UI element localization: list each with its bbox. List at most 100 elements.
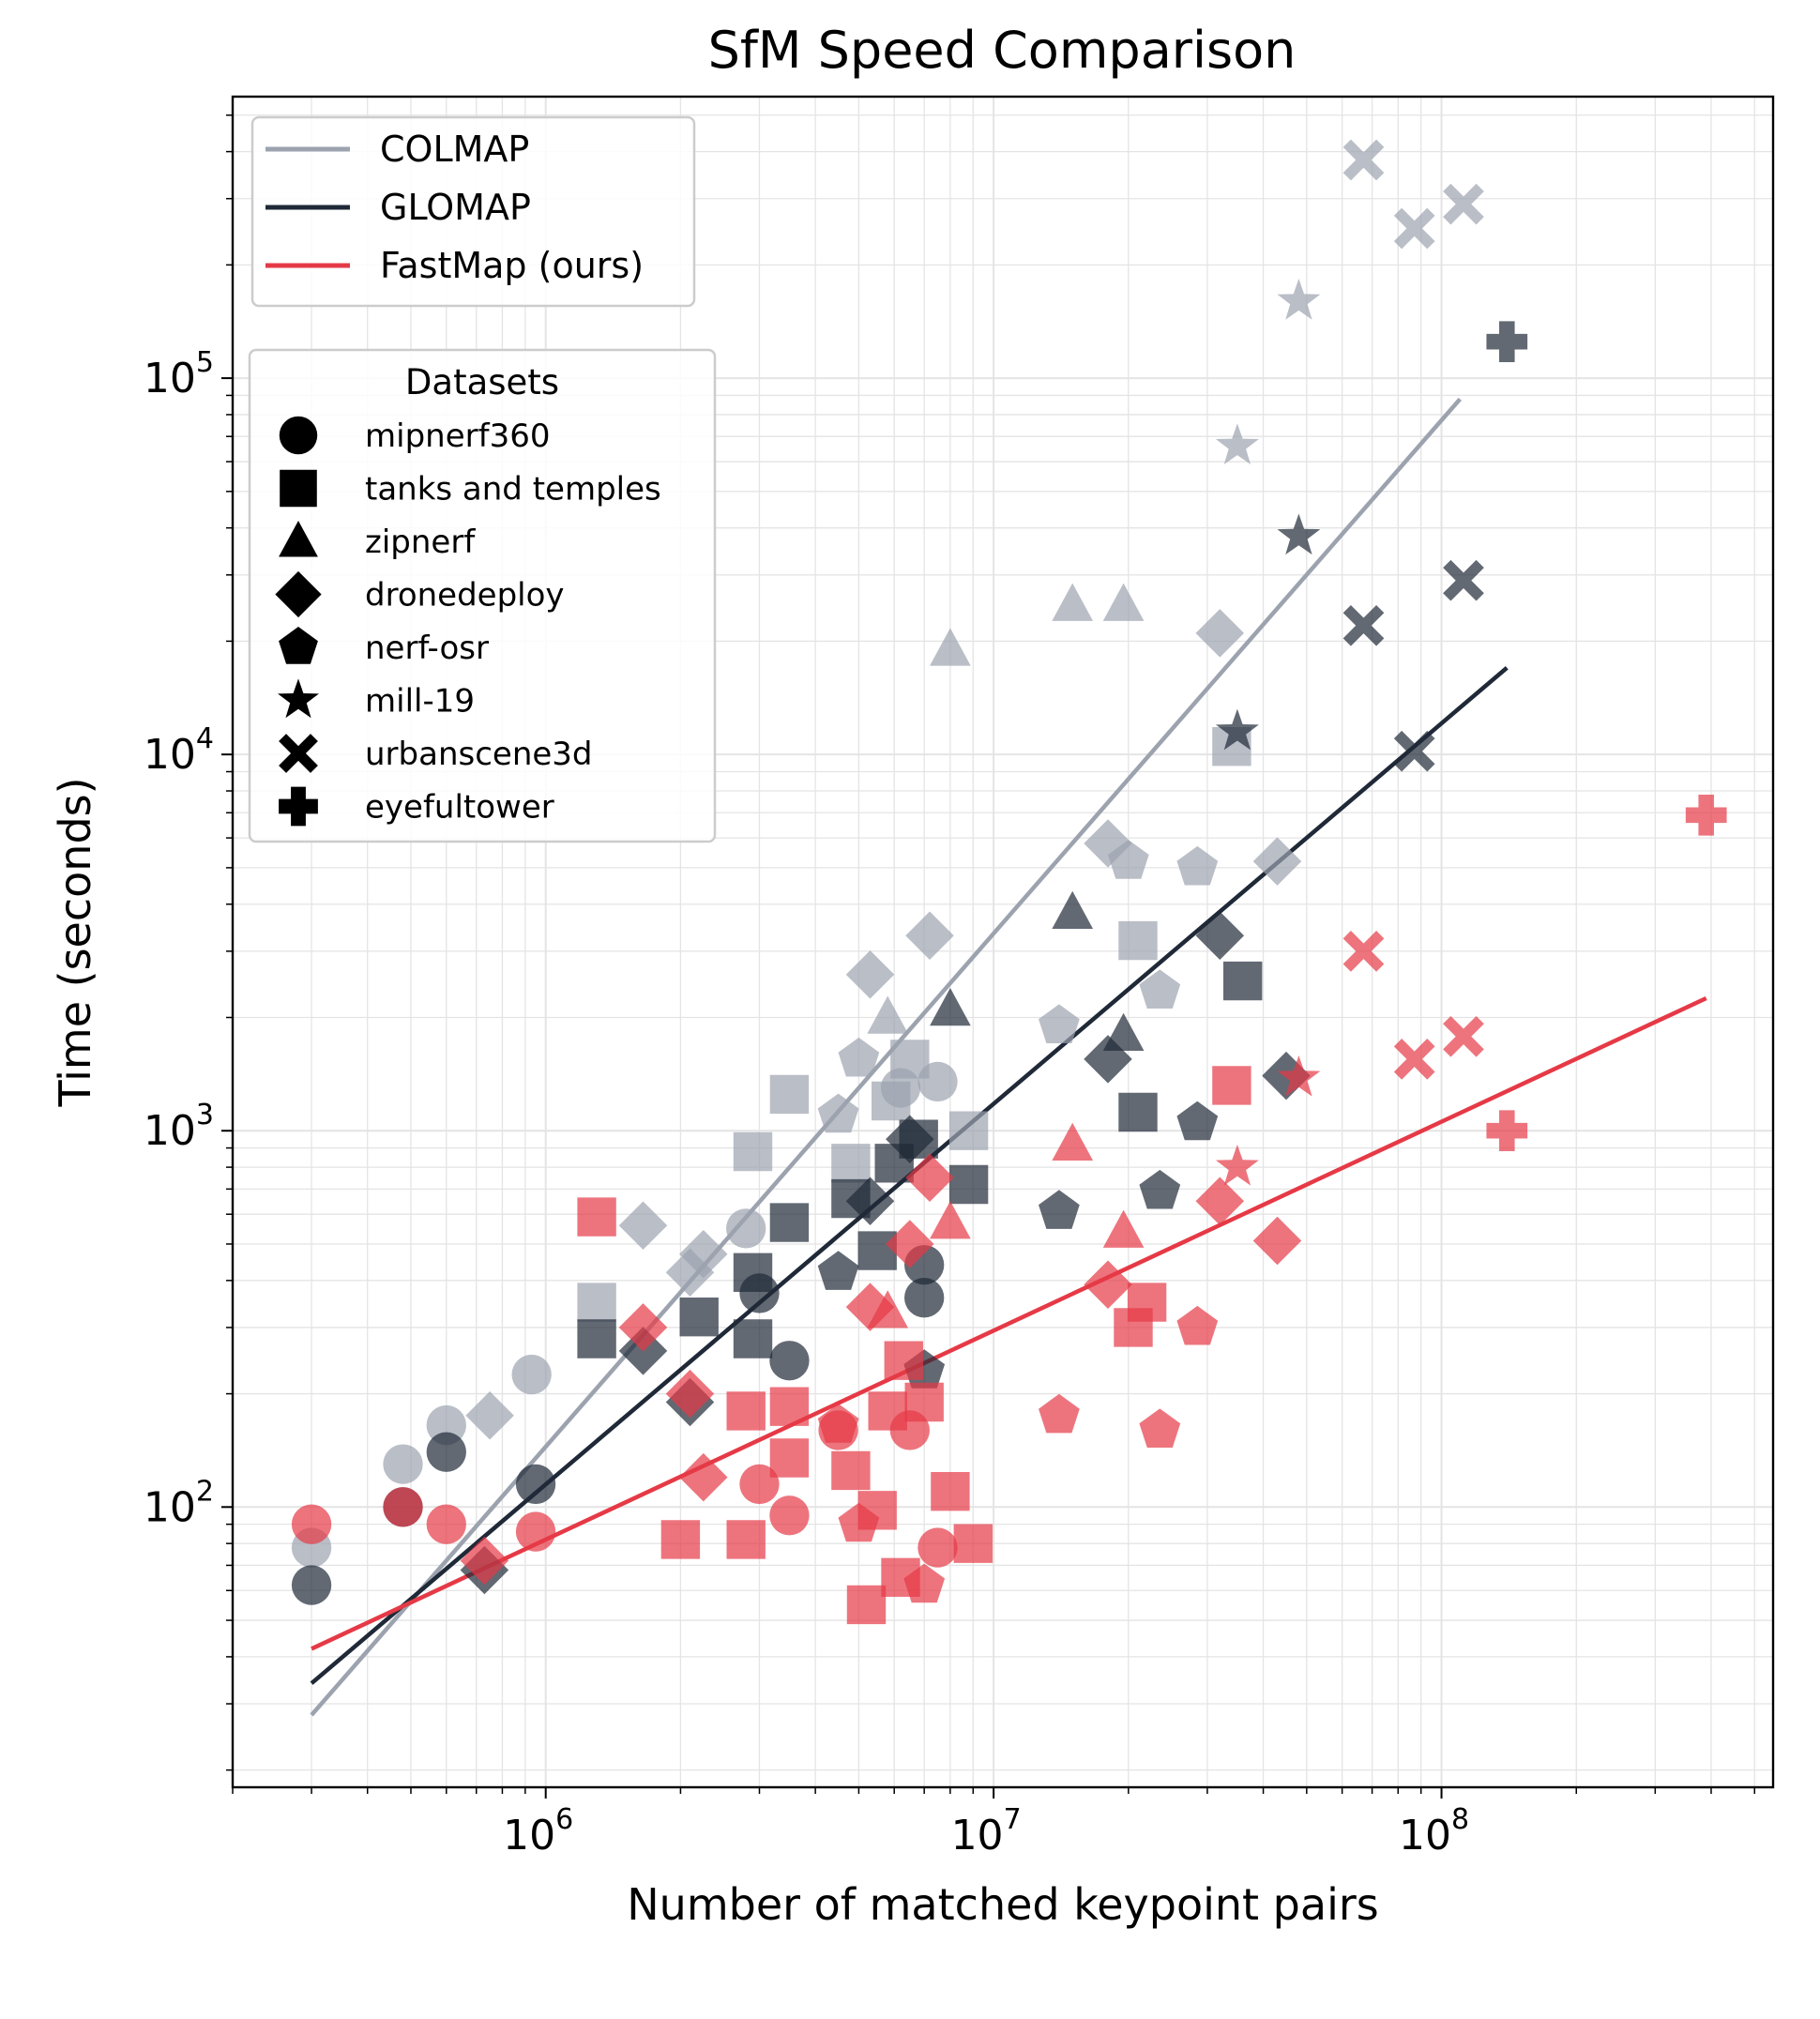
legend-label-tanks-and-temples: tanks and temples: [365, 471, 661, 509]
data-point-triangle: [1102, 583, 1145, 621]
data-point-diamond: [1084, 1260, 1132, 1309]
data-point-triangle: [930, 988, 971, 1026]
datasets-legend-frame: [248, 348, 717, 843]
legend-label-colmap: COLMAP: [380, 129, 529, 170]
x-tick-label: 106: [503, 1803, 573, 1860]
data-point-square: [733, 1131, 773, 1172]
data-point-pentagon: [1039, 1004, 1080, 1044]
data-point-square: [857, 1231, 897, 1270]
y-tick-label-base: 10: [144, 1483, 196, 1531]
legend-label-mill-19: mill-19: [365, 683, 475, 721]
data-point-diamond: [679, 1452, 728, 1502]
y-tick-label: 105: [144, 346, 214, 402]
legend-label-glomap: GLOMAP: [380, 187, 531, 228]
methods-legend: COLMAP GLOMAP FastMap (ours): [250, 115, 696, 308]
data-point-pentagon: [1107, 840, 1149, 879]
data-point-triangle: [1052, 583, 1094, 621]
data-point-x: [1393, 730, 1435, 772]
data-point-triangle: [930, 628, 971, 666]
data-point-diamond: [460, 1536, 509, 1586]
methods-legend-frame: [250, 115, 696, 308]
data-point-star: [1215, 423, 1259, 465]
data-point-triangle: [930, 1201, 971, 1239]
data-point-x: [1342, 931, 1385, 972]
fit-line-colmap: [310, 397, 1462, 1717]
data-point-square: [769, 1387, 810, 1426]
legend-label-urbanscene3d: urbanscene3d: [365, 736, 593, 773]
data-point-square: [890, 1040, 930, 1079]
data-point-circle: [739, 1464, 780, 1505]
data-point-circle: [918, 1527, 958, 1568]
data-point-triangle: [1052, 890, 1094, 929]
data-point-x: [1342, 604, 1385, 646]
data-point-x: [1393, 1039, 1435, 1080]
data-point-triangle: [1102, 1209, 1145, 1248]
datasets-legend-title: Datasets: [405, 362, 559, 402]
data-point-square: [577, 1197, 616, 1237]
data-point-plus: [1486, 1110, 1528, 1152]
data-point-diamond: [1084, 1035, 1132, 1084]
data-point-pentagon: [1139, 969, 1181, 1010]
data-point-square: [868, 1391, 907, 1431]
data-point-diamond: [845, 1283, 895, 1331]
data-point-square: [769, 1203, 810, 1242]
plot-frame: [231, 95, 1775, 1789]
y-tick-label-base: 10: [144, 731, 196, 779]
chart-title: SfM Speed Comparison: [708, 21, 1297, 80]
data-point-diamond: [845, 1176, 895, 1226]
data-point-circle: [769, 1495, 810, 1536]
data-point-star: [1215, 1144, 1259, 1186]
data-point-circle: [383, 1487, 423, 1527]
data-point-square: [1118, 920, 1158, 961]
data-point-circle: [383, 1444, 423, 1484]
data-point-triangle: [1052, 1122, 1094, 1161]
data-point-square: [577, 1283, 616, 1322]
data-point-pentagon: [838, 1502, 880, 1542]
data-point-square: [831, 1144, 871, 1183]
data-point-pentagon: [1176, 845, 1219, 886]
legend-marker-square: [280, 469, 317, 508]
data-point-circle: [769, 1341, 810, 1381]
legend-label-nerf-osr: nerf-osr: [365, 630, 489, 667]
data-point-diamond: [1084, 819, 1132, 868]
data-point-square: [769, 1438, 810, 1478]
y-tick-label: 104: [144, 722, 214, 779]
legend-label-mipnerf360: mipnerf360: [365, 417, 550, 455]
data-point-square: [679, 1298, 719, 1337]
data-point-circle: [515, 1511, 556, 1552]
y-axis-label: Time (seconds): [50, 777, 100, 1107]
legend-marker-diamond: [275, 570, 322, 618]
datasets-legend: Datasets mipnerf360 tanks and temples zipn…: [248, 348, 717, 843]
x-tick-label-exp: 8: [1451, 1803, 1469, 1836]
data-point-diamond: [618, 1303, 668, 1352]
data-point-diamond: [905, 911, 954, 961]
data-point-x: [1443, 559, 1484, 601]
data-points: [291, 139, 1727, 1625]
x-tick-label-exp: 7: [1004, 1803, 1022, 1836]
data-point-diamond: [465, 1391, 514, 1440]
x-tick-label-base: 10: [503, 1812, 555, 1860]
data-point-diamond: [1252, 1216, 1302, 1266]
x-tick-label-base: 10: [1399, 1812, 1451, 1860]
x-tick-label-exp: 6: [555, 1803, 573, 1836]
data-point-star: [1215, 708, 1259, 751]
data-point-square: [953, 1524, 993, 1563]
legend-marker-x: [279, 734, 318, 773]
data-point-pentagon: [1176, 1305, 1219, 1345]
data-point-diamond: [886, 1220, 934, 1268]
data-point-circle: [904, 1278, 945, 1318]
y-tick-label-exp: 5: [196, 346, 214, 379]
series-glomap: [291, 321, 1528, 1605]
data-point-square: [660, 1520, 701, 1559]
y-tick-label: 103: [144, 1099, 214, 1155]
series-fastmap-ours: [291, 794, 1727, 1625]
data-point-circle: [291, 1565, 332, 1605]
series-colmap: [291, 139, 1484, 1568]
data-point-triangle: [867, 995, 909, 1034]
data-point-circle: [291, 1504, 332, 1544]
data-point-square: [931, 1472, 970, 1511]
x-tick-label-base: 10: [951, 1812, 1004, 1860]
y-tick-label: 102: [144, 1475, 214, 1531]
data-point-diamond: [1195, 911, 1245, 961]
